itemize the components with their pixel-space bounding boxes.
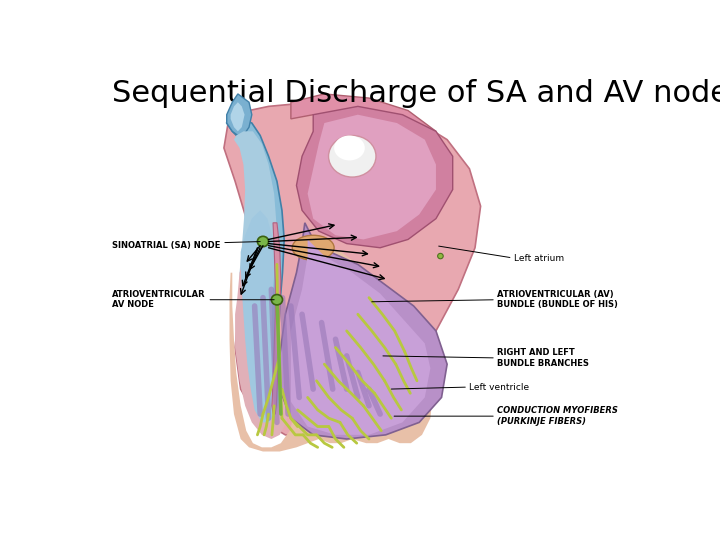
Polygon shape [235, 248, 305, 439]
Text: SINOATRIAL (SA) NODE: SINOATRIAL (SA) NODE [112, 241, 260, 250]
Polygon shape [272, 223, 281, 414]
Ellipse shape [328, 136, 376, 177]
Text: Sequential Discharge of SA and AV nodes: Sequential Discharge of SA and AV nodes [112, 79, 720, 109]
Ellipse shape [271, 294, 282, 305]
Ellipse shape [438, 253, 444, 259]
Polygon shape [227, 119, 285, 435]
Ellipse shape [292, 235, 334, 260]
Polygon shape [307, 114, 436, 239]
Ellipse shape [258, 237, 269, 247]
Ellipse shape [334, 136, 365, 160]
Text: RIGHT AND LEFT
BUNDLE BRANCHES: RIGHT AND LEFT BUNDLE BRANCHES [383, 348, 589, 368]
Text: Left ventricle: Left ventricle [391, 382, 530, 392]
Polygon shape [227, 94, 252, 136]
Text: Left atrium: Left atrium [438, 246, 564, 262]
Polygon shape [297, 106, 453, 248]
Polygon shape [224, 102, 481, 439]
Polygon shape [230, 248, 433, 451]
Polygon shape [291, 94, 436, 140]
Polygon shape [234, 131, 277, 422]
Polygon shape [291, 239, 431, 435]
Polygon shape [280, 223, 447, 439]
Text: ATRIOVENTRICULAR (AV)
BUNDLE (BUNDLE OF HIS): ATRIOVENTRICULAR (AV) BUNDLE (BUNDLE OF … [372, 290, 618, 309]
Text: ATRIOVENTRICULAR
AV NODE: ATRIOVENTRICULAR AV NODE [112, 290, 274, 309]
Text: CONDUCTION MYOFIBERS
(PURKINJE FIBERS): CONDUCTION MYOFIBERS (PURKINJE FIBERS) [394, 407, 618, 426]
Polygon shape [240, 210, 275, 422]
Polygon shape [230, 102, 245, 131]
